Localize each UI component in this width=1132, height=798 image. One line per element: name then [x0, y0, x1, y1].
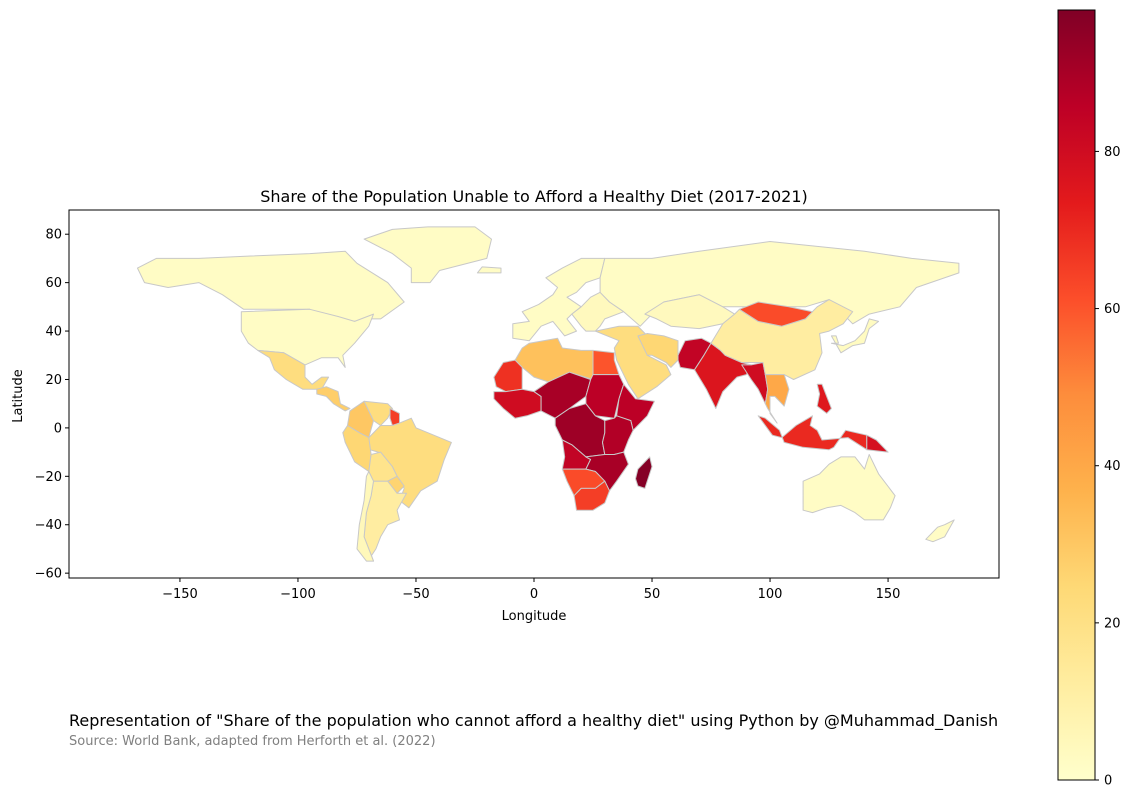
x-axis-label: Longitude: [502, 609, 567, 624]
colorbar-tick-label: 20: [1104, 616, 1121, 631]
region-madagascar: [635, 456, 653, 489]
region-philippines: [816, 383, 832, 414]
region-egypt: [592, 349, 620, 376]
region-canada-and-alaska: [137, 250, 405, 325]
region-east-africa: [602, 415, 634, 455]
caption: Representation of "Share of the populati…: [69, 711, 999, 730]
region-zambia-zimbabwe-mozambique: [585, 451, 629, 492]
region-west-africa: [493, 388, 542, 419]
colorbar: [1058, 10, 1095, 780]
region-chile: [356, 471, 374, 562]
x-tick-label: 50: [644, 587, 661, 602]
y-tick-label: −20: [35, 470, 62, 485]
region-niger-chad-nigeria: [533, 371, 592, 419]
region-indonesia: [757, 415, 868, 451]
map-countries: [137, 226, 960, 562]
region-greenland: [363, 226, 492, 284]
x-tick-label: −50: [402, 587, 429, 602]
y-tick-label: 40: [45, 325, 62, 340]
y-tick-label: 60: [45, 276, 62, 291]
x-tick-label: −100: [280, 587, 316, 602]
colorbar-tick-label: 80: [1104, 145, 1121, 160]
y-tick-label: −60: [35, 567, 62, 582]
region-middle-east: [594, 325, 672, 400]
colorbar-tick-label: 0: [1104, 774, 1112, 789]
region-sudan: [585, 374, 625, 419]
y-tick-label: 0: [54, 421, 62, 436]
y-axis-label: Latitude: [11, 369, 26, 423]
x-tick-label: −150: [162, 587, 198, 602]
region-united-states: [240, 308, 374, 368]
y-tick-label: −40: [35, 518, 62, 533]
x-axis-ticks: −150 −100 −50 0 50 100 150: [162, 578, 900, 602]
region-japan-and-korea: [830, 318, 880, 354]
y-axis-ticks: −60 −40 −20 0 20 40 60 80: [35, 228, 69, 582]
region-iceland: [476, 266, 502, 274]
region-mauritania: [493, 359, 523, 393]
region-mexico: [257, 349, 330, 390]
y-tick-label: 20: [45, 373, 62, 388]
x-tick-label: 0: [530, 587, 538, 602]
x-tick-label: 150: [876, 587, 901, 602]
map-title: Share of the Population Unable to Afford…: [260, 187, 808, 206]
colorbar-tick-label: 60: [1104, 302, 1121, 317]
region-iran: [637, 333, 679, 368]
colorbar-frame: [1057, 9, 1096, 781]
region-southeast-asia-mainland: [764, 374, 790, 424]
region-eastern-europe: [571, 291, 625, 332]
source-note: Source: World Bank, adapted from Herfort…: [69, 734, 436, 749]
region-australia: [802, 454, 896, 521]
x-tick-label: 100: [758, 587, 783, 602]
y-tick-label: 80: [45, 228, 62, 243]
region-algeria-and-libya: [514, 337, 594, 383]
region-south-africa: [573, 480, 610, 511]
region-central-america: [316, 386, 351, 412]
colorbar-ticks: 0 20 40 60 80: [1095, 145, 1121, 789]
region-new-zealand: [925, 519, 955, 543]
region-mongolia: [738, 301, 813, 327]
colorbar-tick-label: 40: [1104, 459, 1121, 474]
region-guyana: [389, 408, 400, 426]
region-papua-new-guinea: [866, 434, 889, 453]
region-venezuela: [363, 400, 393, 426]
